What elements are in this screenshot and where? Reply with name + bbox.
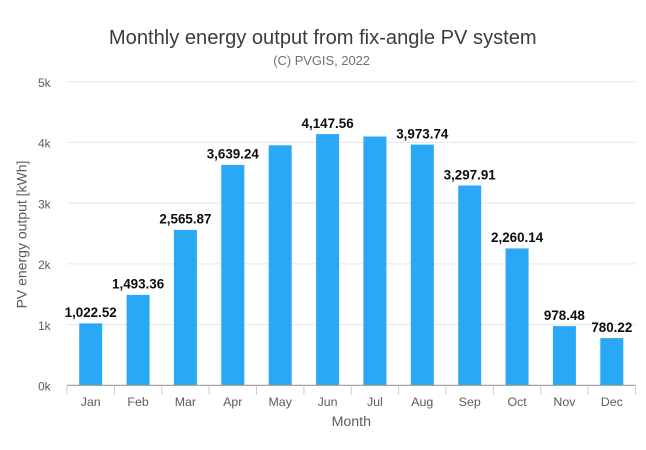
svg-text:1,493.36: 1,493.36 xyxy=(112,277,164,292)
svg-text:Oct: Oct xyxy=(507,395,527,409)
svg-text:Apr: Apr xyxy=(223,395,242,409)
svg-text:Jan: Jan xyxy=(81,395,101,409)
svg-text:2,260.14: 2,260.14 xyxy=(491,230,544,245)
svg-text:5k: 5k xyxy=(38,76,51,90)
svg-text:2k: 2k xyxy=(38,258,51,272)
svg-text:4k: 4k xyxy=(38,137,51,151)
svg-text:PV energy output [kWh]: PV energy output [kWh] xyxy=(13,161,29,309)
svg-text:2,565.87: 2,565.87 xyxy=(159,212,211,227)
svg-text:Feb: Feb xyxy=(127,395,148,409)
svg-text:3,297.91: 3,297.91 xyxy=(444,167,497,182)
svg-text:0k: 0k xyxy=(38,380,51,394)
svg-text:3k: 3k xyxy=(38,197,51,211)
svg-text:Monthly energy output from fix: Monthly energy output from fix-angle PV … xyxy=(109,27,537,49)
svg-text:Sep: Sep xyxy=(459,395,481,409)
svg-text:3,639.24: 3,639.24 xyxy=(207,147,260,162)
svg-text:1k: 1k xyxy=(38,319,51,333)
svg-text:May: May xyxy=(268,395,292,409)
svg-text:780.22: 780.22 xyxy=(591,320,632,335)
svg-text:Jul: Jul xyxy=(367,395,383,409)
svg-text:1,022.52: 1,022.52 xyxy=(65,305,117,320)
svg-text:Nov: Nov xyxy=(553,395,576,409)
svg-text:3,973.74: 3,973.74 xyxy=(396,126,449,141)
svg-text:Aug: Aug xyxy=(411,395,433,409)
svg-text:Jun: Jun xyxy=(318,395,338,409)
svg-text:Dec: Dec xyxy=(601,395,623,409)
svg-text:4,147.56: 4,147.56 xyxy=(302,116,354,131)
svg-text:978.48: 978.48 xyxy=(544,308,586,323)
svg-text:Mar: Mar xyxy=(175,395,196,409)
svg-text:(C) PVGIS, 2022: (C) PVGIS, 2022 xyxy=(273,53,370,68)
svg-text:Month: Month xyxy=(332,414,371,430)
